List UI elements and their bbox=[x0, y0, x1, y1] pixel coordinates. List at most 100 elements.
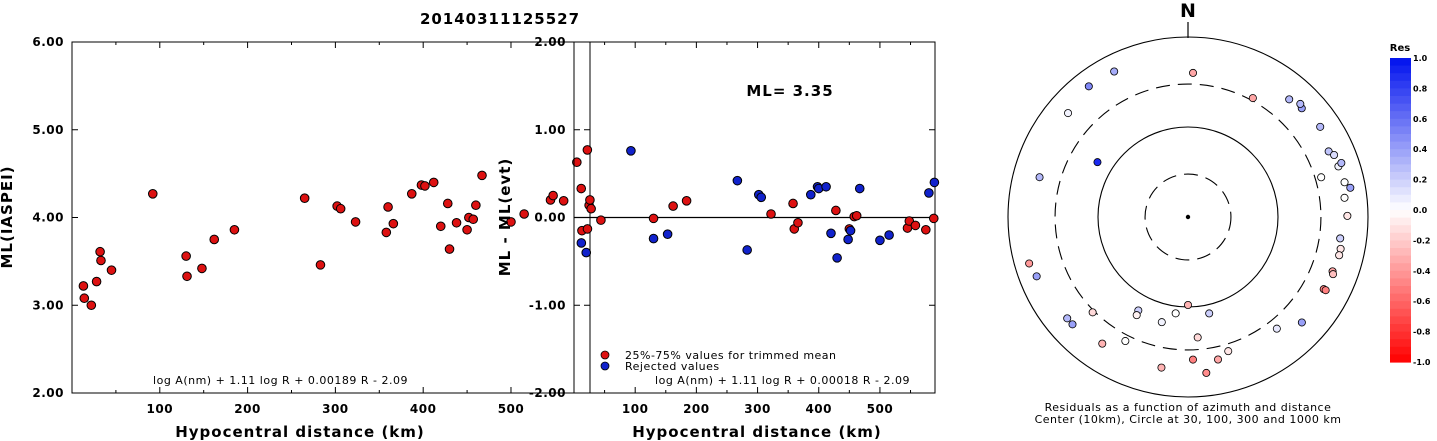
north-label: N bbox=[1180, 0, 1196, 22]
colorbar-segment bbox=[1390, 278, 1411, 287]
y-tick-label: 2.00 bbox=[534, 35, 566, 49]
colorbar-tick-label: -0.2 bbox=[1413, 236, 1431, 245]
data-point bbox=[875, 235, 885, 246]
station-point bbox=[1202, 368, 1211, 377]
colorbar-segment bbox=[1390, 331, 1411, 340]
data-point bbox=[420, 181, 430, 191]
colorbar-segment bbox=[1390, 156, 1411, 165]
y-tick-label: 3.00 bbox=[32, 298, 64, 312]
distance-ring-300km bbox=[1054, 83, 1322, 351]
data-point bbox=[854, 183, 865, 194]
station-point bbox=[1205, 309, 1214, 318]
station-point bbox=[1285, 95, 1294, 104]
data-point bbox=[756, 192, 767, 203]
data-point bbox=[442, 198, 453, 209]
data-point bbox=[851, 210, 862, 221]
station-point bbox=[1329, 270, 1338, 279]
station-point bbox=[1214, 355, 1223, 364]
legend-marker-rejected bbox=[600, 361, 610, 371]
colorbar-segment bbox=[1390, 73, 1411, 82]
colorbar-tick-label: -0.4 bbox=[1413, 267, 1431, 276]
x-tick-label: 100 bbox=[147, 402, 174, 416]
colorbar-tick-label: -0.8 bbox=[1413, 328, 1431, 337]
x-tick-label: 300 bbox=[322, 402, 349, 416]
axis-ticks: -2.00 -1.00 0.00 1.00 2.00 100 200 300 400 500 bbox=[529, 35, 935, 416]
colorbar-segment bbox=[1390, 217, 1411, 226]
data-points bbox=[576, 146, 940, 263]
data-point bbox=[585, 195, 595, 205]
colorbar-segment bbox=[1390, 179, 1411, 188]
station-point bbox=[1171, 309, 1180, 318]
station-points bbox=[1025, 67, 1355, 377]
y-axis-label: ML - ML(evt) bbox=[496, 158, 514, 276]
data-point bbox=[732, 175, 743, 186]
colorbar-title: Res bbox=[1390, 43, 1410, 54]
colorbar-segment bbox=[1390, 134, 1411, 143]
station-point bbox=[1084, 82, 1093, 91]
colorbar-segment bbox=[1390, 270, 1411, 279]
station-point bbox=[1188, 355, 1197, 364]
colorbar-segment bbox=[1390, 339, 1411, 348]
colorbar-segment bbox=[1390, 286, 1411, 295]
colorbar-segment bbox=[1390, 225, 1411, 234]
data-point bbox=[910, 220, 921, 231]
colorbar-segment bbox=[1390, 346, 1411, 355]
colorbar-tick-label: 0.0 bbox=[1413, 206, 1428, 215]
data-point bbox=[181, 251, 191, 261]
station-point bbox=[1336, 234, 1345, 243]
figure-title: 20140311125527 bbox=[420, 10, 580, 28]
colorbar-tick-label: 0.2 bbox=[1413, 176, 1427, 185]
station-point bbox=[1248, 94, 1257, 103]
legend-label-rejected: Rejected values bbox=[625, 360, 720, 373]
station-point bbox=[1335, 251, 1344, 260]
ml-vs-distance-chart: 2.00 3.00 4.00 5.00 6.00 100 200 300 400 500 log … bbox=[0, 35, 594, 441]
data-point bbox=[582, 224, 593, 234]
data-point bbox=[924, 188, 934, 198]
colorbar-tick-label: 0.6 bbox=[1413, 115, 1428, 124]
station-point bbox=[1088, 308, 1097, 317]
colorbar-segment bbox=[1390, 248, 1411, 257]
data-point bbox=[558, 196, 569, 206]
data-point bbox=[315, 260, 326, 270]
data-point bbox=[95, 246, 105, 257]
colorbar-segment bbox=[1390, 126, 1411, 135]
colorbar-tick-label: 0.4 bbox=[1413, 145, 1428, 154]
data-point bbox=[197, 263, 207, 274]
data-point bbox=[582, 145, 593, 155]
x-tick-label: 400 bbox=[410, 402, 437, 416]
data-point bbox=[884, 230, 894, 240]
data-point bbox=[832, 253, 842, 263]
data-point bbox=[388, 218, 399, 229]
data-point bbox=[78, 281, 89, 291]
data-point bbox=[96, 255, 106, 266]
colorbar-segment bbox=[1390, 103, 1411, 112]
x-tick-label: 500 bbox=[498, 402, 525, 416]
data-point bbox=[596, 215, 606, 225]
colorbar-segment bbox=[1390, 255, 1411, 264]
data-point bbox=[299, 193, 310, 203]
station-point bbox=[1110, 67, 1119, 76]
data-point bbox=[742, 245, 752, 255]
data-point bbox=[826, 228, 836, 239]
data-point bbox=[576, 183, 587, 194]
data-point bbox=[406, 189, 417, 199]
data-point bbox=[766, 209, 776, 219]
data-point bbox=[444, 244, 455, 254]
ml-annotation: ML= 3.35 bbox=[746, 82, 833, 100]
data-point bbox=[106, 265, 117, 275]
data-point bbox=[793, 217, 803, 228]
data-point bbox=[626, 146, 636, 156]
data-point bbox=[86, 300, 97, 311]
y-tick-label: 4.00 bbox=[32, 211, 64, 225]
colorbar-tick-label: 0.8 bbox=[1413, 84, 1428, 93]
station-point bbox=[1272, 324, 1281, 333]
data-point bbox=[586, 203, 596, 214]
data-point bbox=[477, 170, 487, 181]
data-point bbox=[572, 157, 582, 168]
data-point bbox=[451, 217, 462, 228]
data-point bbox=[648, 213, 659, 224]
colorbar-segment bbox=[1390, 88, 1411, 97]
colorbar-segment bbox=[1390, 172, 1411, 181]
station-point bbox=[1346, 183, 1355, 192]
